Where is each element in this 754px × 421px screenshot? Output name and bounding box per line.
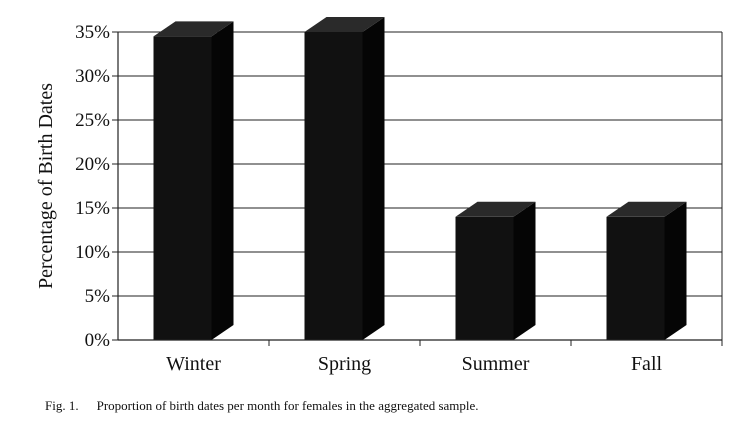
y-tick-label: 20% [75,154,110,175]
bar-top [606,201,687,217]
bar-summer [455,201,536,340]
y-tick-label: 35% [75,22,110,43]
bar-spring [304,17,385,340]
bar-side [211,21,234,341]
x-category-label: Fall [631,353,663,375]
figure-number: Fig. 1. [45,398,79,413]
bar-top [455,201,536,217]
y-tick-label: 10% [75,242,110,263]
bar-winter [153,21,234,341]
axes [117,32,723,346]
bar-top [153,21,234,37]
bar-side [362,17,385,340]
caption-text: Proportion of birth dates per month for … [96,398,479,413]
bar-fall [606,201,687,340]
bar-front [606,216,665,340]
bar-side [664,201,687,340]
bars [153,17,687,341]
y-axis-title: Percentage of Birth Dates [35,83,57,289]
x-category-labels: Winter Spring Summer Fall [166,353,662,375]
bar-side [513,201,536,340]
y-tick-label: 25% [75,110,110,131]
y-tick-label: 15% [75,198,110,219]
y-tick-label: 5% [85,286,111,307]
y-tick-label: 0% [85,330,111,351]
bar-chart: 0% 5% 10% 15% 20% 25% 30% 35% Winter Spring Summe… [35,17,723,375]
x-category-label: Winter [166,353,221,375]
bar-front [304,32,363,340]
bar-top [304,17,385,32]
y-tick-label: 30% [75,66,110,87]
bar-front [153,36,212,341]
bar-front [455,216,514,340]
x-category-label: Summer [462,353,530,375]
figure-caption: Fig. 1. Proportion of birth dates per mon… [45,398,479,414]
x-category-label: Spring [318,353,371,375]
y-tick-labels: 0% 5% 10% 15% 20% 25% 30% 35% [75,22,110,351]
